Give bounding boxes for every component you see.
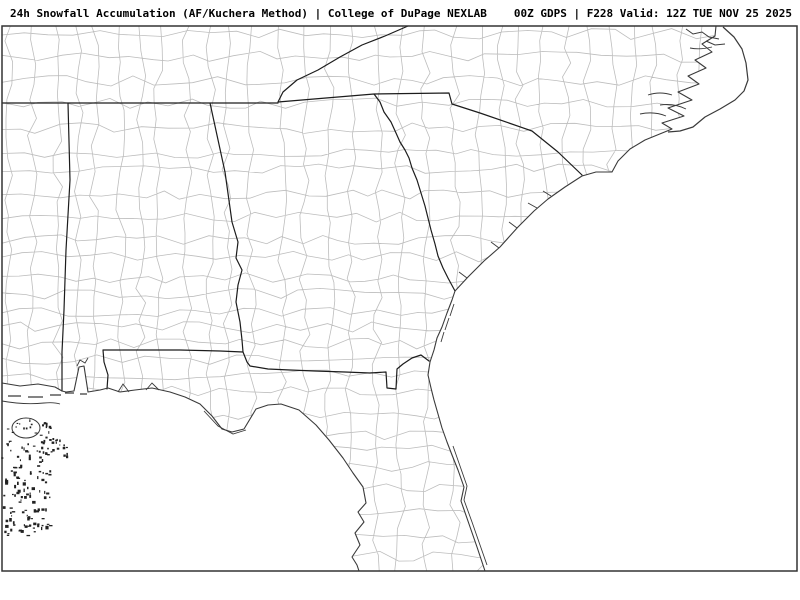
outer-banks-coastline xyxy=(667,26,749,133)
barrier-island-dashes xyxy=(8,392,87,398)
florida-lagoon-line xyxy=(452,445,488,566)
gulf-coastline xyxy=(1,365,367,572)
louisiana-north-shore xyxy=(1,400,61,405)
mississippi-delta-marsh xyxy=(1,419,69,537)
county-boundaries-layer xyxy=(2,26,797,571)
pamlico-sound-rivers xyxy=(639,46,713,117)
state-borders xyxy=(1,25,583,392)
map-frame xyxy=(1,25,798,572)
county-lines xyxy=(2,26,797,571)
title-bar: 24h Snowfall Accumulation (AF/Kuchera Me… xyxy=(0,0,800,26)
coastal-islands-inlets xyxy=(440,190,552,343)
panhandle-coast-detail xyxy=(76,357,247,435)
product-title: 24h Snowfall Accumulation (AF/Kuchera Me… xyxy=(10,6,487,20)
atlantic-coastline xyxy=(427,25,717,572)
model-valid-time: 00Z GDPS | F228 Valid: 12Z TUE NOV 25 20… xyxy=(513,6,792,20)
chesapeake-detail xyxy=(685,28,726,46)
